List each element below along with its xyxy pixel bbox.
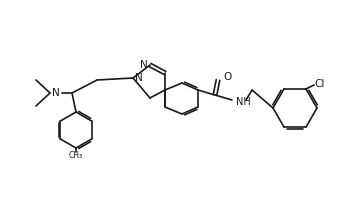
Text: Cl: Cl [314,79,325,89]
Text: CH₃: CH₃ [69,151,83,161]
Text: N: N [52,88,60,98]
Text: O: O [223,72,231,82]
Text: N: N [135,73,143,83]
Text: N: N [140,60,148,70]
Text: NH: NH [236,97,251,107]
